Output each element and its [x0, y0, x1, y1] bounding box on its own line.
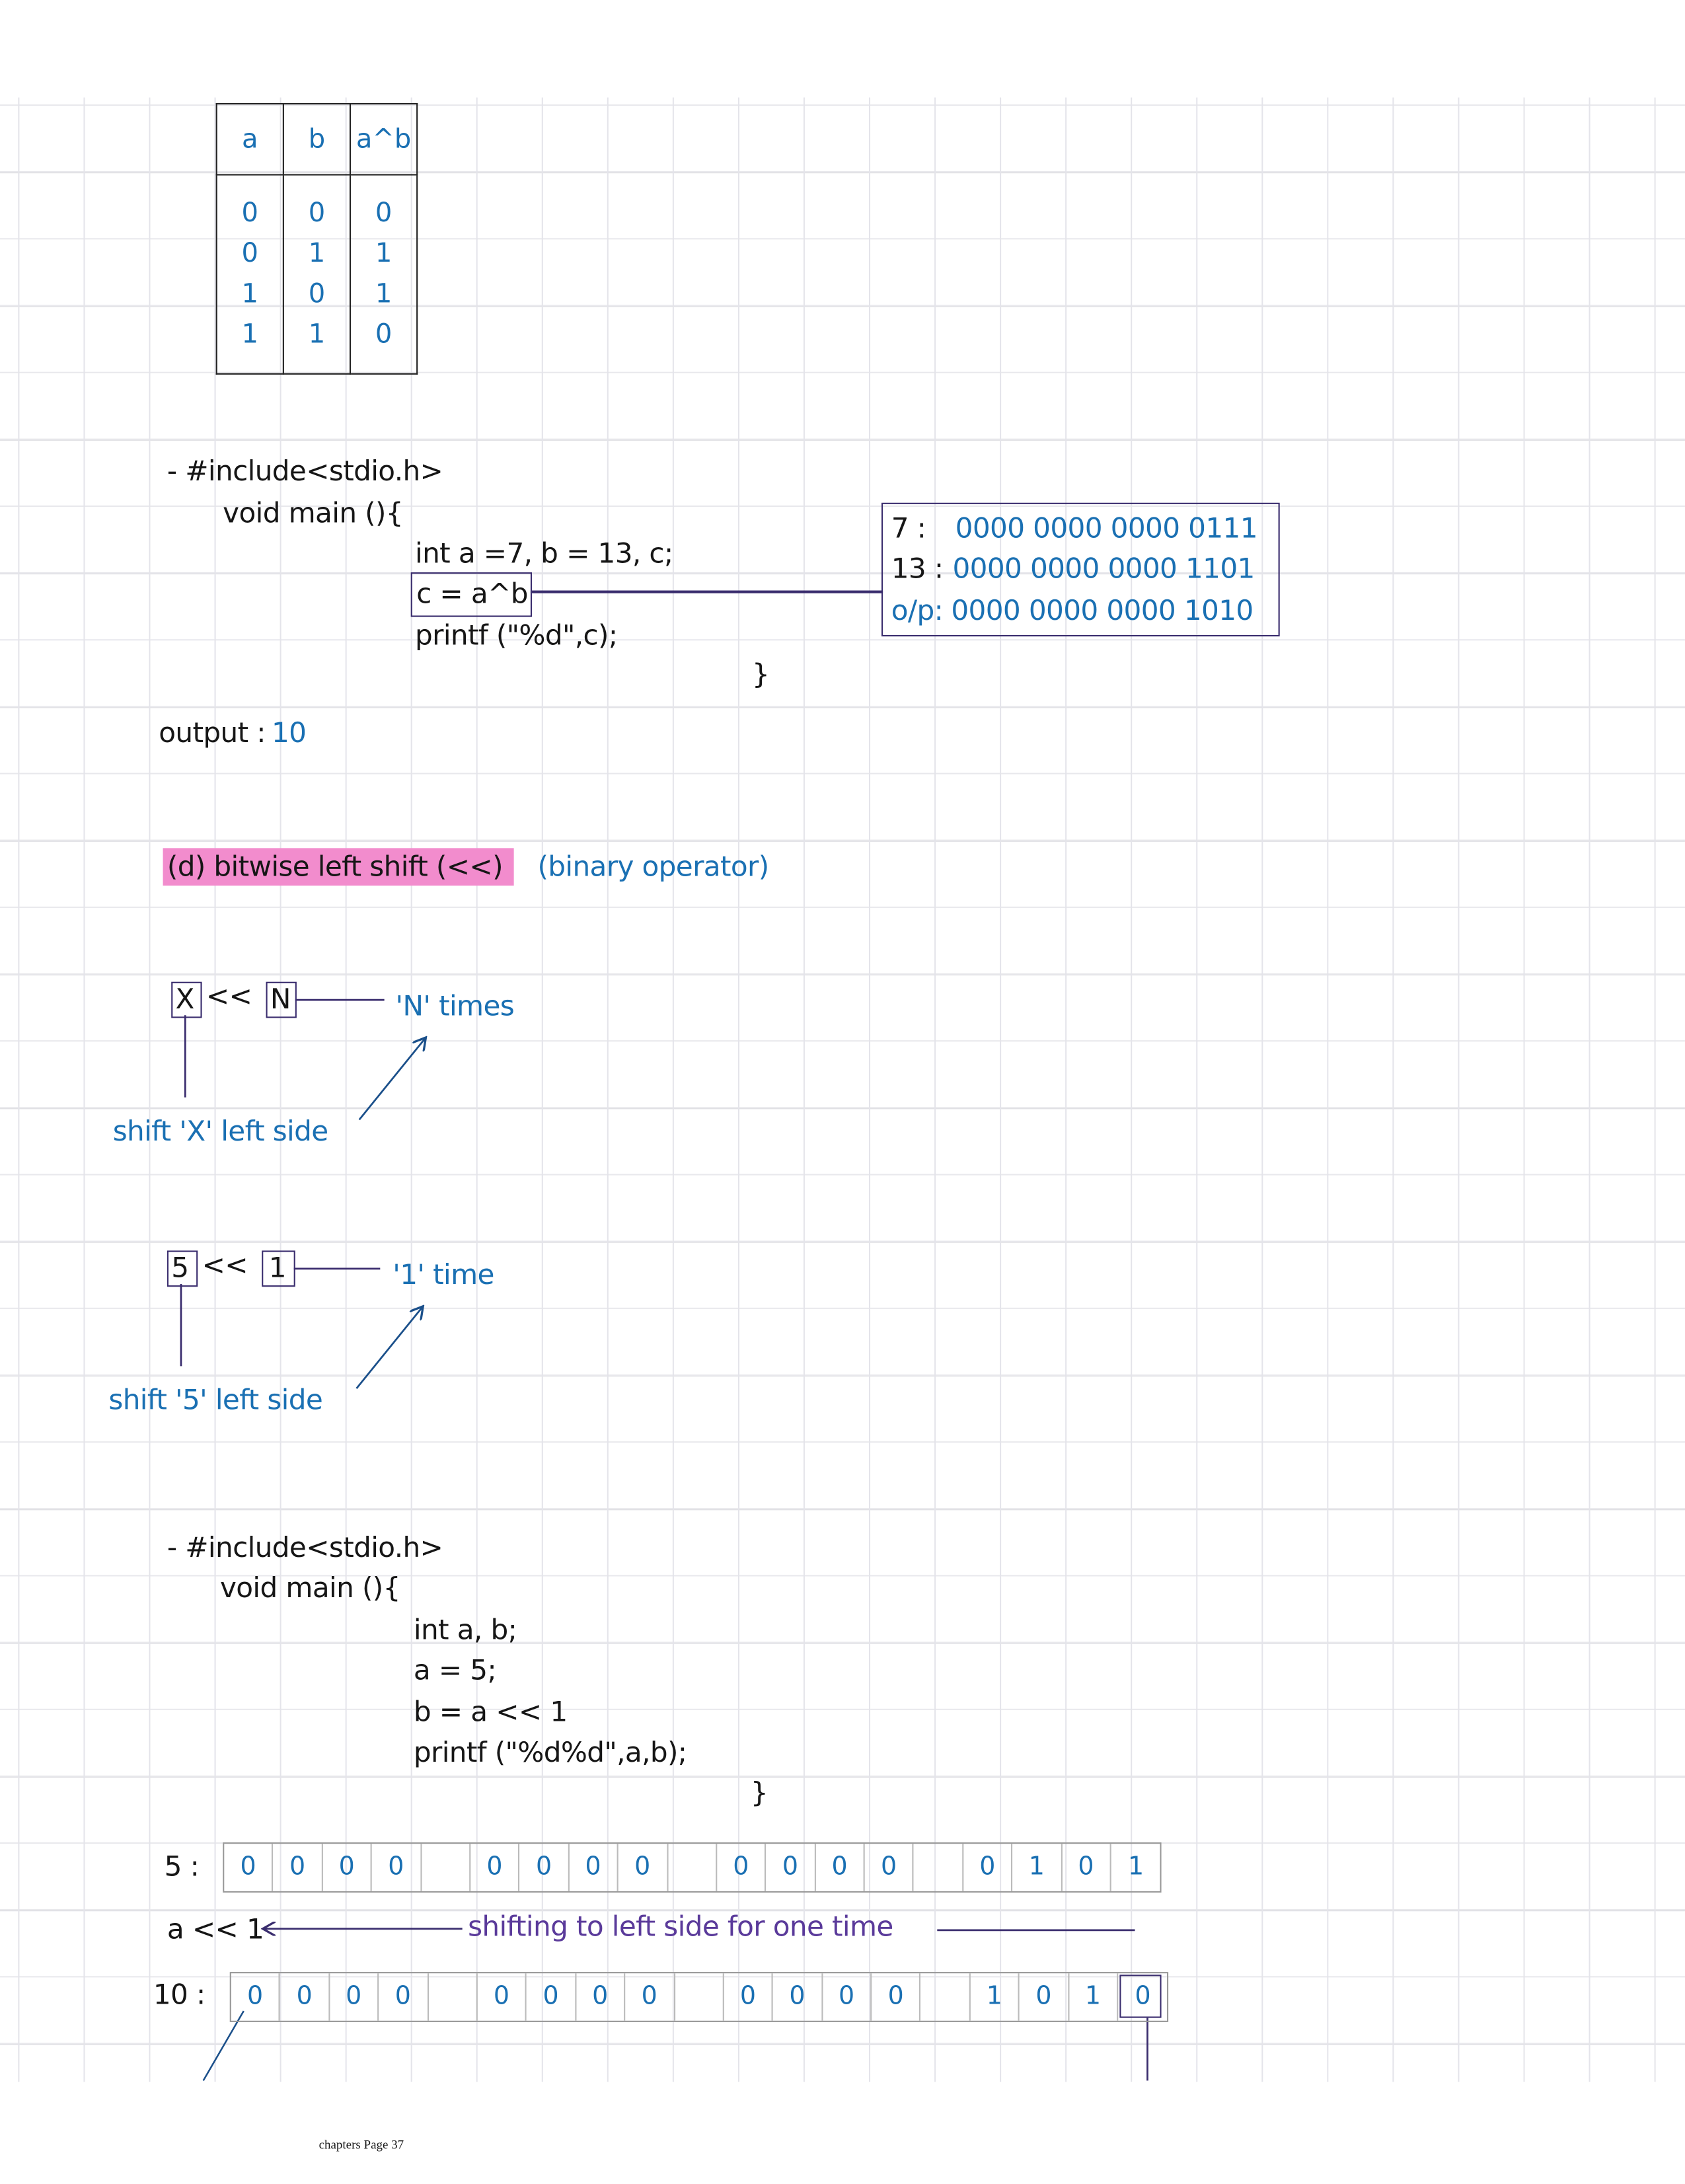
bit-cell — [668, 1844, 718, 1891]
section-title: (d) bitwise left shift (<<) — [167, 849, 504, 884]
bit-cell: 0 — [478, 1973, 527, 2021]
bit-cell: 0 — [470, 1844, 520, 1891]
connector-line — [530, 590, 883, 593]
header-b: b — [282, 102, 352, 176]
bit-cell: 0 — [618, 1844, 668, 1891]
left-note: shift 'X' left side — [112, 1113, 328, 1148]
binary-box — [881, 502, 1280, 637]
section-note: (binary operator) — [537, 849, 769, 884]
binary-label: 7 : — [891, 511, 926, 545]
arrow — [356, 1308, 422, 1389]
binary-label: o/p: — [891, 593, 944, 627]
bit-cell: 0 — [520, 1844, 570, 1891]
operator: << — [206, 979, 252, 1013]
bit-cell: 0 — [865, 1844, 915, 1891]
bit-cell: 0 — [330, 1973, 379, 2021]
bit-cell: 1 — [1127, 1852, 1144, 1882]
bit-cell: 0 — [527, 1973, 576, 2021]
bit-cell: 0 — [767, 1844, 816, 1891]
bit-cell: 0 — [231, 1973, 281, 2021]
bit-cell: 0 — [1062, 1844, 1111, 1891]
bit-cell: 0 — [576, 1973, 626, 2021]
bit-cell: 0 — [322, 1844, 373, 1891]
operator: << — [202, 1248, 248, 1281]
binary-value: 0000 0000 0000 1010 — [951, 593, 1254, 627]
code-line: void main (){ — [223, 496, 403, 529]
bit-cell — [422, 1844, 471, 1891]
pointer-line — [202, 2010, 244, 2082]
bit-cell: 0 — [1020, 1973, 1069, 2021]
right-operand: N — [270, 981, 291, 1016]
binary-value: 0000 0000 0000 0111 — [955, 511, 1258, 545]
output-value: 10 — [271, 716, 307, 749]
code-line: int a =7, b = 13, c; — [415, 536, 673, 570]
binary-value: 0000 0000 0000 1101 — [952, 551, 1255, 585]
code-line: c = a^b — [416, 576, 528, 611]
row2-label: 10 : — [153, 1977, 206, 2012]
operand-box — [167, 1250, 198, 1287]
operand-box — [171, 981, 202, 1018]
bit-cell: 0 — [963, 1844, 1013, 1891]
code-line: printf ("%d%d",a,b); — [413, 1735, 687, 1769]
highlight-box — [410, 572, 533, 617]
code-line: printf ("%d",c); — [415, 618, 618, 652]
bit-cell — [921, 1973, 971, 2021]
left-note: shift '5' left side — [108, 1382, 323, 1417]
code-line: - #include<stdio.h> — [167, 454, 443, 488]
left-operand: 5 — [171, 1250, 189, 1285]
right-operand: 1 — [268, 1250, 287, 1285]
code-line: b = a << 1 — [413, 1694, 568, 1729]
code-line: a = 5; — [413, 1653, 497, 1687]
code-line: void main (){ — [219, 1571, 400, 1604]
bit-cell: 0 — [625, 1973, 675, 2021]
bit-cell: 1 — [1013, 1844, 1063, 1891]
bit-cell: 0 — [372, 1844, 422, 1891]
bit-cell: 1 — [1069, 1973, 1119, 2021]
binary-label: 13 : — [891, 551, 944, 585]
bit-cell: 0 — [224, 1844, 274, 1891]
bit-cell: 0 — [773, 1973, 823, 2021]
code-line: int a, b; — [413, 1612, 517, 1646]
bit-cell — [675, 1973, 724, 2021]
bit-cell: 0 — [274, 1844, 323, 1891]
bit-cell: 0 — [280, 1973, 330, 2021]
bit-cell: 0 — [379, 1973, 429, 2021]
right-note: '1' time — [393, 1257, 494, 1291]
title-highlight — [163, 848, 514, 886]
bit-cell: 0 — [1135, 1981, 1151, 2012]
new-bit-highlight — [1119, 1975, 1162, 2018]
arrow — [358, 1039, 425, 1121]
left-operand: X — [175, 981, 195, 1016]
right-note: 'N' times — [395, 989, 515, 1022]
bit-cell — [428, 1973, 478, 2021]
header-a-xor-b: a^b — [349, 102, 418, 176]
bit-cell: 0 — [823, 1973, 872, 2021]
bit-cell: 0 — [717, 1844, 767, 1891]
bit-cell — [914, 1844, 964, 1891]
header-a: a — [215, 102, 284, 176]
code-line: } — [750, 1775, 768, 1809]
bit-cell: 0 — [815, 1844, 865, 1891]
bit-cell: 0 — [569, 1844, 618, 1891]
bit-cell: 0 — [724, 1973, 774, 2021]
grid-background — [0, 97, 1685, 2082]
code-line: - #include<stdio.h> — [167, 1530, 443, 1564]
row1-label: 5 : — [164, 1849, 200, 1883]
code-line: } — [751, 657, 770, 691]
bit-cell: 0 — [872, 1973, 921, 2021]
output-label: output : — [159, 716, 266, 749]
shift-label: a << 1 — [167, 1912, 264, 1946]
bit-cell: 1 — [971, 1973, 1020, 2021]
page-footer: chapters Page 37 — [318, 2137, 404, 2152]
shift-note: shifting to left side for one time — [468, 1909, 893, 1943]
